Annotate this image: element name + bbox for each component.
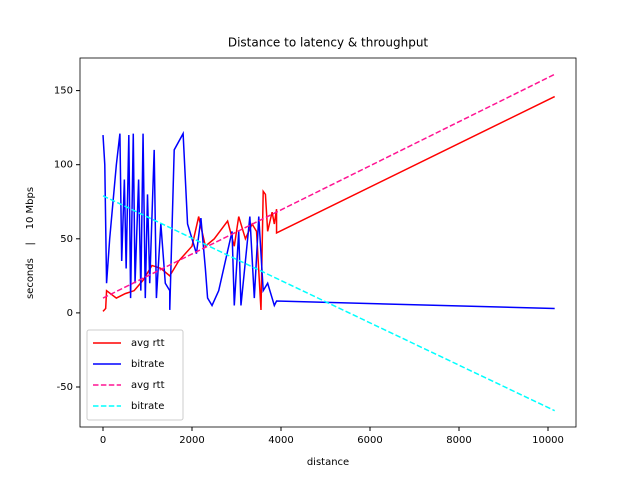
y-tick-label: 0 bbox=[67, 308, 73, 319]
legend-label: avg rtt bbox=[131, 380, 165, 391]
plot-frame bbox=[79, 57, 577, 428]
series-line bbox=[102, 95, 556, 312]
chart-title: Distance to latency & throughput bbox=[228, 36, 429, 50]
series-line bbox=[102, 195, 556, 412]
x-axis-label: distance bbox=[307, 457, 349, 468]
legend-label: bitrate bbox=[131, 401, 164, 412]
x-tick-label: 6000 bbox=[357, 435, 382, 446]
series-line bbox=[102, 130, 555, 310]
y-tick-label: 150 bbox=[54, 86, 73, 97]
y-axis-label: seconds | 10 Mbps bbox=[25, 187, 36, 299]
x-tick-label: 8000 bbox=[446, 435, 471, 446]
y-tick-label: 100 bbox=[54, 160, 73, 171]
x-tick-label: 2000 bbox=[179, 435, 204, 446]
x-tick-label: 10000 bbox=[532, 435, 564, 446]
y-tick-label: 50 bbox=[60, 234, 73, 245]
series-line bbox=[102, 73, 556, 299]
y-tick-label: -50 bbox=[57, 382, 73, 393]
x-tick-label: 0 bbox=[100, 435, 106, 446]
legend-label: avg rtt bbox=[131, 338, 165, 349]
legend-label: bitrate bbox=[131, 359, 164, 370]
x-tick-label: 4000 bbox=[268, 435, 293, 446]
legend-box bbox=[86, 329, 184, 421]
